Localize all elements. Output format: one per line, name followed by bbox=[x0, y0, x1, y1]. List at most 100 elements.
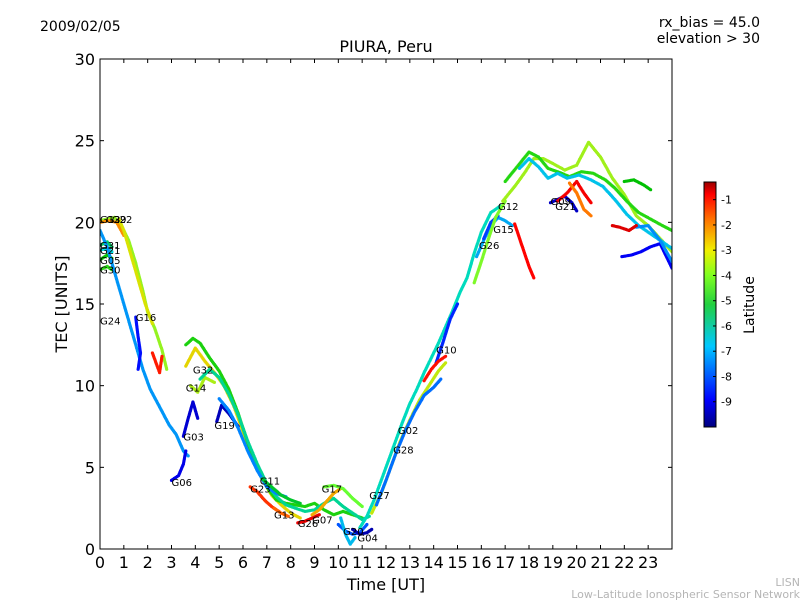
x-tick-label: 20 bbox=[566, 553, 586, 572]
data-point bbox=[444, 354, 448, 358]
y-tick-label: 30 bbox=[75, 50, 95, 69]
data-point bbox=[184, 449, 188, 453]
series-g12 bbox=[472, 199, 507, 285]
series-g09 bbox=[567, 181, 593, 218]
x-tick-label: 10 bbox=[328, 553, 348, 572]
sat-label: G30 bbox=[100, 266, 120, 277]
x-tick-label: 9 bbox=[309, 553, 319, 572]
x-tick-label: 22 bbox=[614, 553, 634, 572]
data-point bbox=[286, 514, 290, 518]
x-tick-label: 7 bbox=[262, 553, 272, 572]
sat-label: G23 bbox=[250, 485, 270, 496]
series-g06 bbox=[169, 449, 188, 482]
data-point bbox=[186, 454, 190, 458]
x-tick-label: 16 bbox=[471, 553, 491, 572]
sat-label: G22 bbox=[112, 215, 132, 226]
series-g11 bbox=[260, 477, 302, 505]
data-point bbox=[150, 322, 154, 326]
data-point bbox=[298, 516, 302, 520]
data-point bbox=[317, 513, 321, 517]
series-g22g bbox=[622, 178, 653, 192]
sat-label: G07 bbox=[312, 516, 332, 527]
data-point bbox=[634, 224, 638, 228]
y-axis-label: TEC [UNITS] bbox=[52, 256, 71, 354]
data-point bbox=[589, 214, 593, 218]
sat-label: G20 bbox=[343, 527, 363, 538]
data-point bbox=[589, 201, 593, 205]
series-g13/g22 bbox=[100, 215, 169, 371]
sat-label: G29 bbox=[106, 215, 126, 226]
sat-label: G17 bbox=[322, 485, 342, 496]
series-g12g bbox=[503, 150, 672, 233]
sat-label: G02 bbox=[398, 426, 418, 437]
y-tick-label: 15 bbox=[75, 295, 95, 314]
sat-label: G26 bbox=[479, 241, 499, 252]
y-tick-label: 20 bbox=[75, 213, 95, 232]
x-tick-label: 5 bbox=[214, 553, 224, 572]
colorbar-tick-label: -4 bbox=[721, 269, 732, 282]
sat-label: G09 bbox=[551, 197, 571, 208]
series-g27 bbox=[358, 204, 502, 530]
data-point bbox=[455, 302, 460, 306]
data-point bbox=[575, 209, 579, 213]
colorbar-tick-label: -5 bbox=[721, 295, 732, 308]
colorbar-label: Latitude bbox=[742, 276, 758, 334]
data-point bbox=[165, 367, 169, 371]
elevation-label: elevation > 30 bbox=[657, 31, 760, 47]
sat-label: G27 bbox=[369, 491, 389, 502]
series-g07 bbox=[310, 487, 343, 517]
sat-label: G06 bbox=[172, 478, 192, 489]
series-g18 bbox=[517, 157, 672, 251]
sat-label: G05 bbox=[100, 256, 120, 267]
data-point bbox=[212, 380, 216, 384]
colorbar bbox=[703, 181, 717, 428]
x-tick-label: 18 bbox=[519, 553, 539, 572]
series-g28 bbox=[374, 377, 443, 507]
sat-label: G26 bbox=[298, 519, 318, 530]
sat-label: G28 bbox=[393, 445, 413, 456]
sat-label: G21 bbox=[555, 202, 575, 213]
series-g10 bbox=[434, 302, 460, 365]
y-tick-label: 0 bbox=[85, 540, 95, 559]
lisn-watermark: LISN bbox=[775, 576, 800, 589]
sat-label: G31 bbox=[100, 241, 120, 252]
x-tick-label: 14 bbox=[423, 553, 443, 572]
series-g20a bbox=[339, 516, 357, 546]
x-tick-label: 21 bbox=[590, 553, 610, 572]
data-point bbox=[360, 504, 364, 509]
data-point bbox=[136, 367, 140, 371]
series-g22b bbox=[117, 217, 154, 326]
data-point bbox=[365, 522, 369, 527]
y-tick-label: 25 bbox=[75, 132, 95, 151]
x-axis-label: Time [UT] bbox=[346, 575, 425, 594]
data-point bbox=[110, 250, 114, 254]
sat-label: G14 bbox=[186, 383, 206, 394]
data-point bbox=[110, 245, 114, 249]
data-point bbox=[196, 416, 200, 420]
series-g26 bbox=[296, 513, 321, 525]
colorbar-ticks: -1 -2 -3 -4 -5 -6 -7 -8 -9 bbox=[713, 194, 732, 409]
data-point bbox=[370, 527, 374, 532]
data-point bbox=[298, 501, 302, 505]
data-points bbox=[100, 140, 672, 546]
sat-label: G11 bbox=[260, 476, 280, 487]
series-g31r bbox=[610, 224, 638, 233]
series-g08b bbox=[634, 224, 672, 264]
series-g17 bbox=[322, 483, 364, 509]
series-g15r bbox=[513, 222, 536, 280]
x-tick-label: 23 bbox=[638, 553, 658, 572]
series-g03 bbox=[181, 400, 200, 438]
sat-label: G03 bbox=[183, 432, 203, 443]
series-g14 bbox=[189, 375, 216, 394]
colorbar-tick-label: -6 bbox=[721, 320, 732, 333]
sat-label: G13 bbox=[274, 511, 294, 522]
sat-label: G15 bbox=[493, 225, 513, 236]
y-axis-ticks: 0 5 10 15 20 25 30 bbox=[75, 50, 672, 559]
series-g04 bbox=[351, 527, 374, 536]
sat-label: G04 bbox=[357, 534, 377, 545]
sat-label: G32 bbox=[193, 365, 213, 376]
x-tick-label: 6 bbox=[238, 553, 248, 572]
colorbar-tick-label: -8 bbox=[721, 370, 732, 383]
